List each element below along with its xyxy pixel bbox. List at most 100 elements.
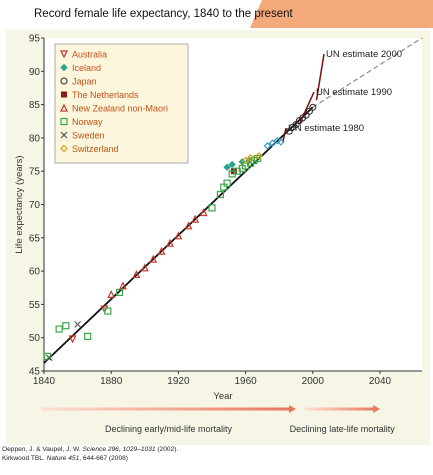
citation-1-journal: Science 296, 1029–1031: [82, 446, 156, 453]
y-tick-label: 90: [29, 67, 41, 78]
point-norway: [223, 179, 231, 187]
point-new-zealand-non-maori: [157, 246, 166, 255]
legend-marker: [60, 144, 68, 153]
bottom-arrow: [304, 405, 380, 413]
marker-stroke: [45, 354, 53, 362]
legend-label: New Zealand non-Maori: [72, 104, 168, 114]
bottom-arrow-label: Declining early/mid-life mortality: [105, 424, 233, 434]
annotation-leader: [315, 53, 325, 101]
citation-1-authors: Oeppen, J. & Vaupel, J. W.: [2, 446, 81, 453]
trend-projection-line: [312, 37, 423, 108]
point-new-zealand-non-maori: [132, 270, 141, 279]
x-tick-label: 1920: [167, 376, 190, 387]
x-tick-label: 1880: [100, 376, 123, 387]
point-norway: [253, 154, 261, 163]
bottom-arrows: Declining early/mid-life mortality Declin…: [41, 405, 395, 434]
point-iceland: [263, 142, 272, 150]
point-norway: [84, 332, 92, 340]
point-iceland: [268, 139, 277, 148]
point-iceland: [223, 163, 231, 171]
annotation-label: UN estimate 2000: [326, 49, 402, 60]
title-banner-left: [0, 0, 250, 28]
y-tick-label: 75: [29, 167, 41, 178]
annotation-label: UN estimate 1980: [288, 123, 364, 134]
page-title: Record female life expectancy, 1840 to t…: [34, 8, 293, 20]
legend-marker: [60, 131, 68, 139]
point-australia: [100, 305, 109, 314]
point-switzerland: [255, 152, 263, 160]
point-new-zealand-non-maori: [199, 208, 208, 217]
bottom-arrow-label: Declining late-life mortality: [290, 424, 396, 434]
trend-line: [43, 106, 314, 364]
point-norway: [104, 307, 112, 315]
legend-marker: [60, 77, 68, 85]
legend-marker: [61, 91, 67, 98]
y-tick-label: 95: [29, 34, 41, 45]
y-tick-label: 60: [29, 267, 41, 278]
marker-stroke: [74, 320, 82, 328]
y-axis-label: Life expectancy (years): [14, 155, 25, 253]
point-switzerland: [246, 154, 255, 162]
annotations: UN estimate 2000 UN estimate 1990 UN estim…: [282, 49, 402, 142]
point-norway: [216, 190, 224, 199]
point-new-zealand-non-maori: [166, 238, 174, 247]
bottom-arrow: [41, 405, 296, 413]
point-japan: [309, 103, 317, 111]
y-tick-label: 50: [29, 333, 41, 344]
point-iceland: [228, 160, 236, 169]
legend-label: Sweden: [72, 131, 105, 141]
point-norway: [115, 288, 124, 297]
legend-label: Japan: [72, 77, 97, 87]
citation-2-journal: Nature 451: [46, 455, 80, 462]
annotation-label: UN estimate 1990: [316, 87, 392, 98]
x-tick-label: 2000: [302, 376, 325, 387]
point-sweden: [45, 354, 53, 362]
point-new-zealand-non-maori: [149, 254, 158, 263]
y-tick-label: 55: [29, 300, 41, 311]
citation-1-year: (2002).: [157, 446, 179, 453]
y-tick-label: 85: [29, 100, 41, 111]
annotation-leader: [298, 91, 315, 124]
legend-marker: [60, 103, 68, 112]
citation-2-authors: Kirkwood TBL.: [2, 455, 45, 462]
point-switzerland: [241, 156, 250, 165]
point-new-zealand-non-maori: [191, 214, 200, 223]
annotation-leader: [282, 127, 287, 142]
point-norway: [55, 325, 63, 333]
legend-label: Norway: [72, 117, 103, 127]
legend-marker: [60, 117, 68, 126]
legend: Australia Iceland Japan The Netherlands New …: [54, 43, 189, 164]
legend-label: Australia: [72, 50, 107, 60]
legend-label: Switzerland: [72, 144, 119, 154]
legend-label: Iceland: [72, 63, 101, 73]
title-banner-accent: [250, 0, 433, 28]
citation-2-rest: , 644-667 (2008): [79, 455, 128, 462]
point-norway: [208, 204, 216, 212]
point-new-zealand-non-maori: [174, 231, 183, 240]
point-australia: [68, 335, 77, 344]
point-new-zealand-non-maori: [107, 290, 116, 299]
x-tick-label: 1840: [33, 376, 56, 387]
point-new-zealand-non-maori: [118, 281, 127, 290]
x-tick-label: 1960: [234, 376, 257, 387]
citation-2: Kirkwood TBL. Nature 451, 644-667 (2008): [2, 455, 128, 462]
legend-marker: [60, 63, 68, 72]
title-bar: Record female life expectancy, 1840 to t…: [0, 0, 433, 28]
legend-label: The Netherlands: [72, 90, 139, 100]
y-tick-label: 80: [29, 133, 41, 144]
citation-1: Oeppen, J. & Vaupel, J. W. Science 296, …: [2, 446, 178, 453]
x-tick-label: 2040: [369, 376, 392, 387]
data-points: [43, 103, 317, 362]
point-new-zealand-non-maori: [184, 221, 193, 230]
y-tick-label: 65: [29, 233, 41, 244]
axes: 45 50 55 60 65 70 75 80 85 90 95 1840 1880 1920 1960 20…: [14, 34, 422, 402]
trend-lines: [43, 37, 423, 364]
y-tick-label: 45: [29, 367, 41, 378]
point-sweden: [74, 320, 82, 328]
marker-stroke: [60, 131, 68, 139]
title-banner: [0, 0, 433, 28]
point-norway: [62, 322, 70, 330]
y-tick-label: 70: [29, 200, 41, 211]
legend-box: [54, 43, 189, 164]
